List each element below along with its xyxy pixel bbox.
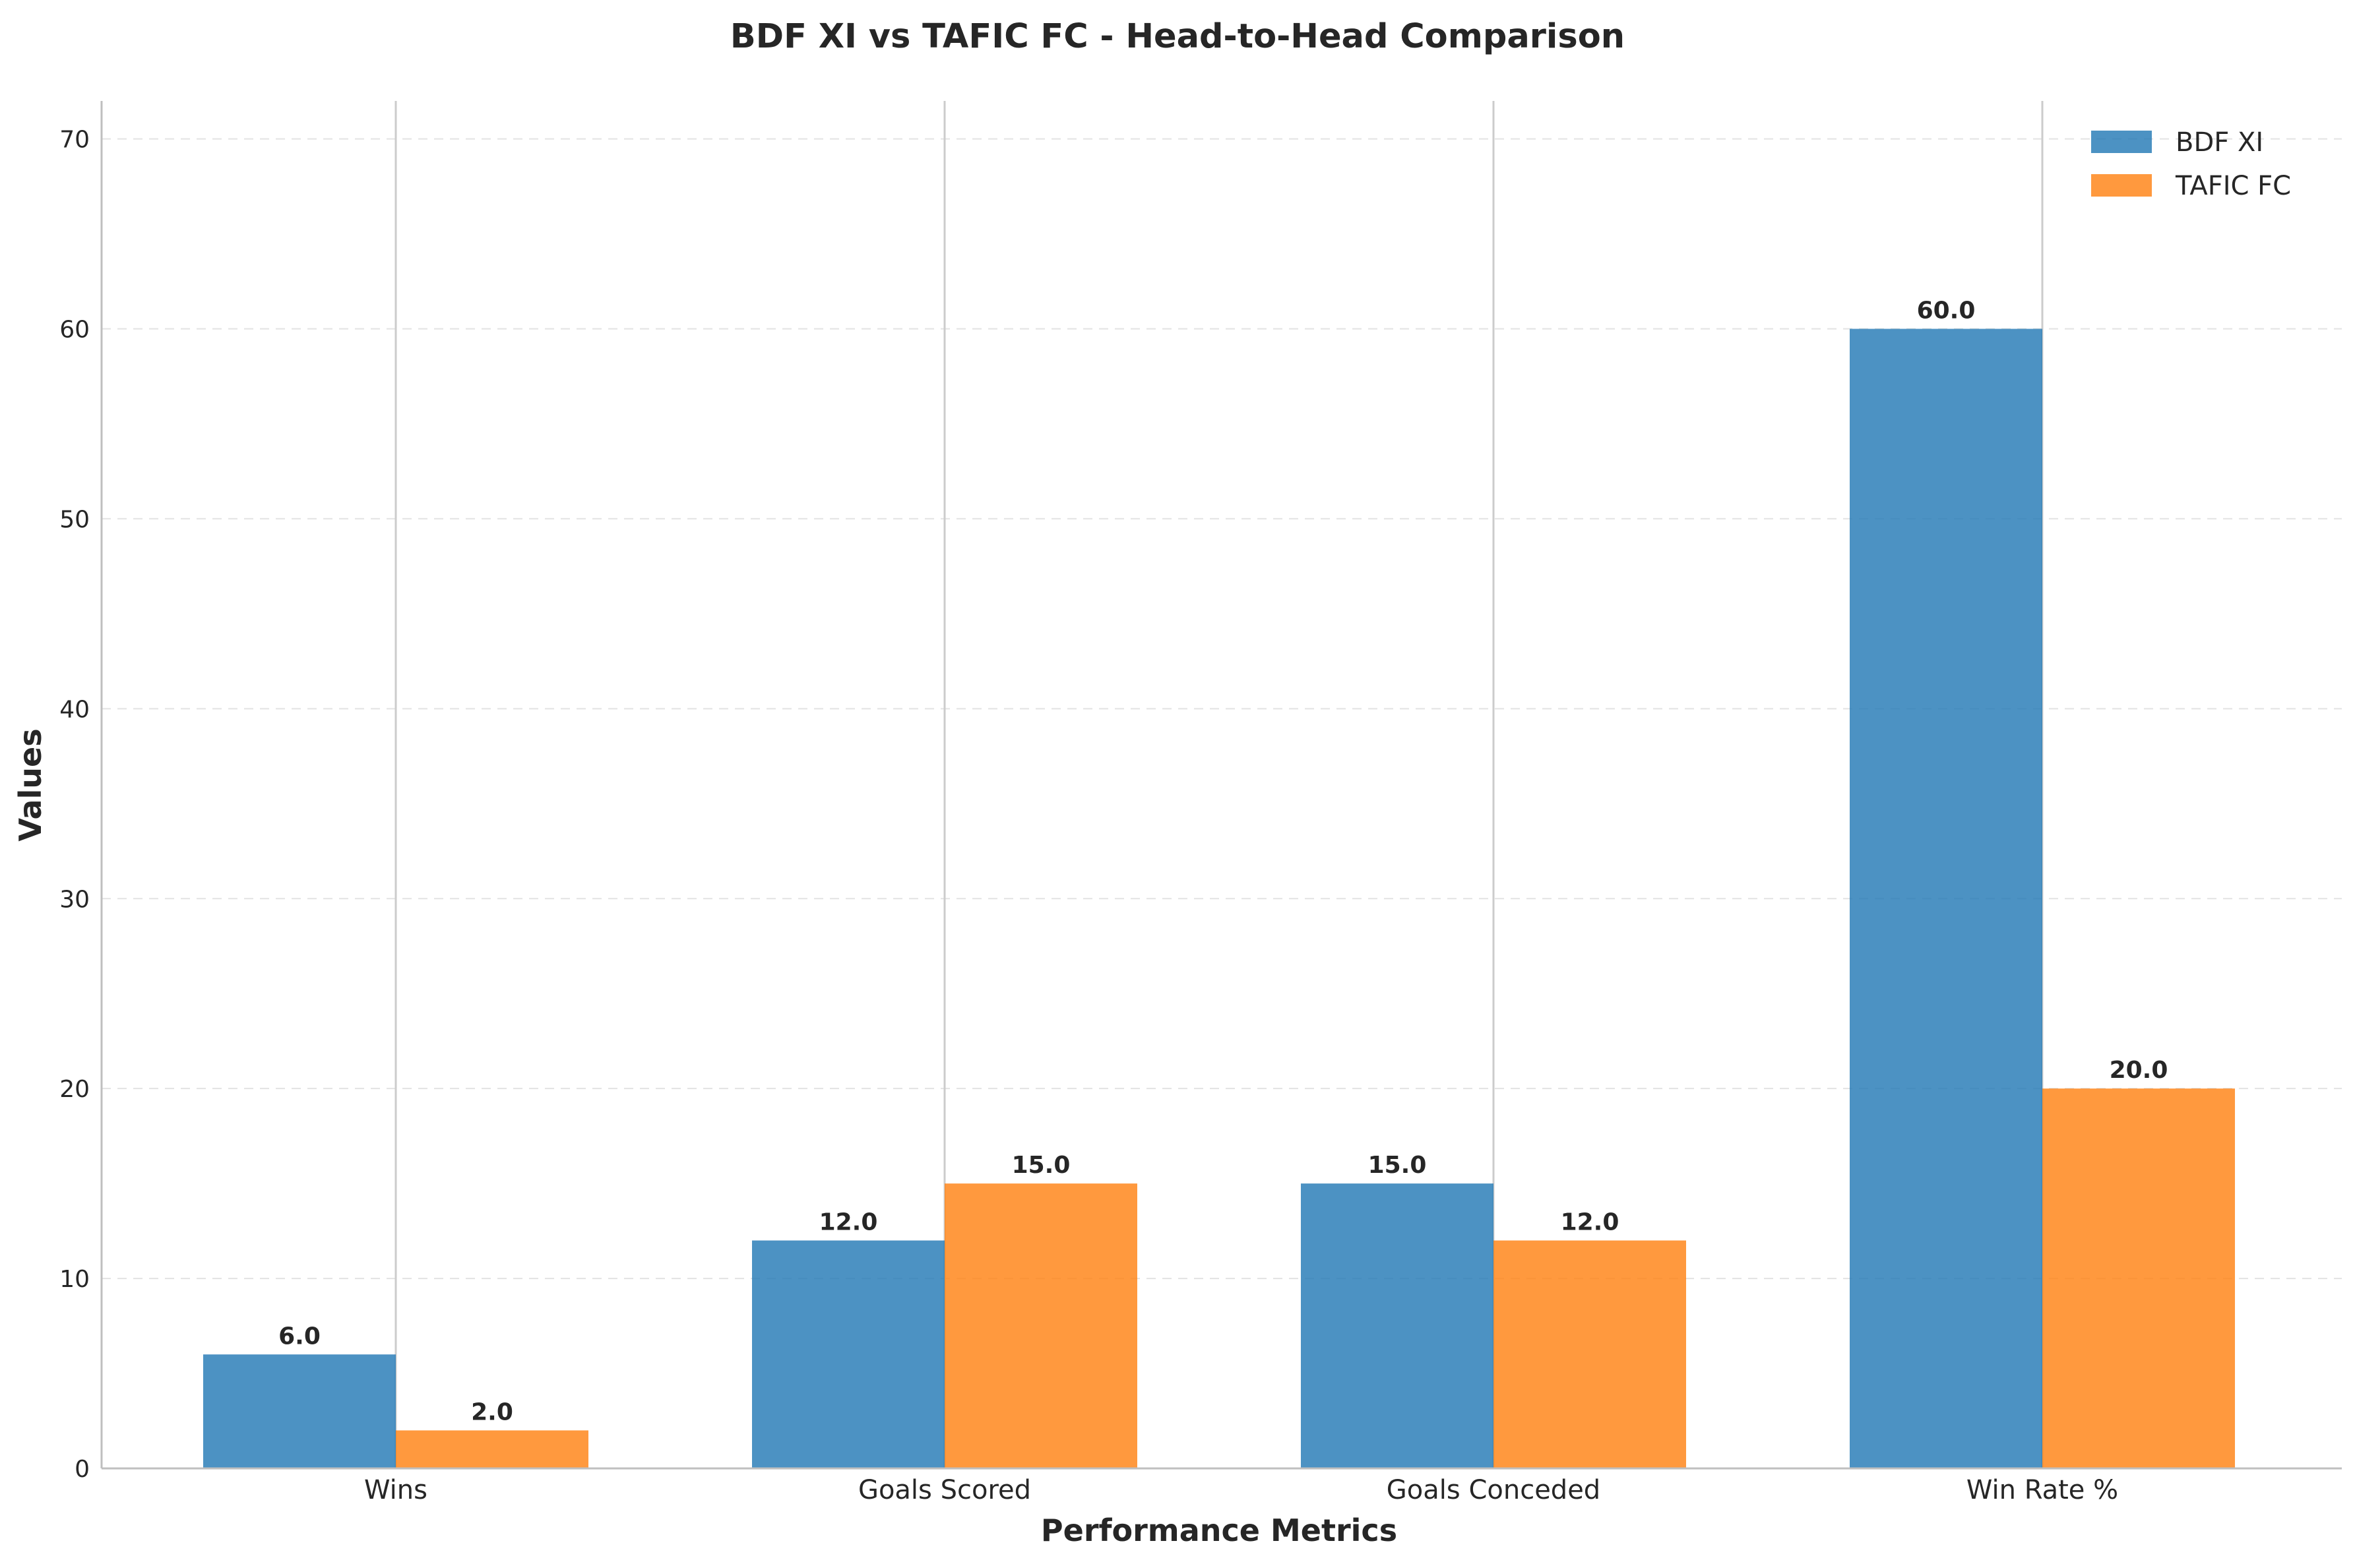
legend-label-tafic-fc: TAFIC FC bbox=[2175, 171, 2291, 201]
bar-bdf-xi-goals-conceded bbox=[1301, 1183, 1493, 1468]
value-label-tafic-fc-wins: 2.0 bbox=[471, 1398, 513, 1426]
value-label-bdf-xi-win-rate: 60.0 bbox=[1917, 298, 1976, 325]
bar-bdf-xi-wins bbox=[203, 1354, 396, 1468]
y-tick-label: 10 bbox=[59, 1266, 90, 1293]
bars-layer bbox=[203, 329, 2235, 1468]
chart-title: BDF XI vs TAFIC FC - Head-to-Head Compar… bbox=[730, 17, 1625, 56]
legend-swatch-tafic-fc bbox=[2091, 174, 2152, 197]
y-tick-label: 60 bbox=[59, 317, 90, 344]
x-axis-label: Performance Metrics bbox=[1041, 1513, 1397, 1548]
y-tick-label: 40 bbox=[59, 696, 90, 723]
value-label-bdf-xi-goals-scored: 12.0 bbox=[819, 1209, 878, 1236]
bar-bdf-xi-win-rate bbox=[1850, 329, 2042, 1468]
y-tick-label: 30 bbox=[59, 886, 90, 913]
legend: BDF XI TAFIC FC bbox=[2091, 127, 2291, 201]
value-label-tafic-fc-goals-scored: 15.0 bbox=[1012, 1152, 1071, 1179]
bar-tafic-fc-goals-conceded bbox=[1493, 1240, 1686, 1468]
x-tick-label-goals-conceded: Goals Conceded bbox=[1387, 1475, 1600, 1505]
value-label-bdf-xi-wins: 6.0 bbox=[278, 1323, 321, 1350]
value-label-tafic-fc-win-rate: 20.0 bbox=[2110, 1057, 2168, 1084]
bar-tafic-fc-goals-scored bbox=[945, 1183, 1137, 1468]
axes-layer: 0 10 20 30 40 50 60 70 Wins Goals Scored Goals Con… bbox=[59, 101, 2342, 1505]
x-tick-label-goals-scored: Goals Scored bbox=[858, 1475, 1031, 1505]
y-tick-label: 70 bbox=[59, 127, 90, 154]
x-tick-label-win-rate: Win Rate % bbox=[1966, 1475, 2118, 1505]
bar-tafic-fc-win-rate bbox=[2042, 1088, 2235, 1468]
y-tick-label: 50 bbox=[59, 506, 90, 533]
y-tick-label: 0 bbox=[75, 1456, 90, 1483]
value-label-tafic-fc-goals-conceded: 12.0 bbox=[1561, 1209, 1619, 1236]
legend-label-bdf-xi: BDF XI bbox=[2176, 127, 2263, 158]
y-tick-label: 20 bbox=[59, 1076, 90, 1103]
labels-layer: 6.0 12.0 15.0 60.0 2.0 15.0 12.0 20.0 bbox=[278, 298, 2168, 1426]
bar-tafic-fc-wins bbox=[396, 1430, 588, 1468]
legend-swatch-bdf-xi bbox=[2091, 131, 2152, 153]
y-axis-label: Values bbox=[13, 728, 48, 841]
x-tick-label-wins: Wins bbox=[364, 1475, 427, 1505]
value-label-bdf-xi-goals-conceded: 15.0 bbox=[1368, 1152, 1427, 1179]
bar-bdf-xi-goals-scored bbox=[752, 1240, 945, 1468]
